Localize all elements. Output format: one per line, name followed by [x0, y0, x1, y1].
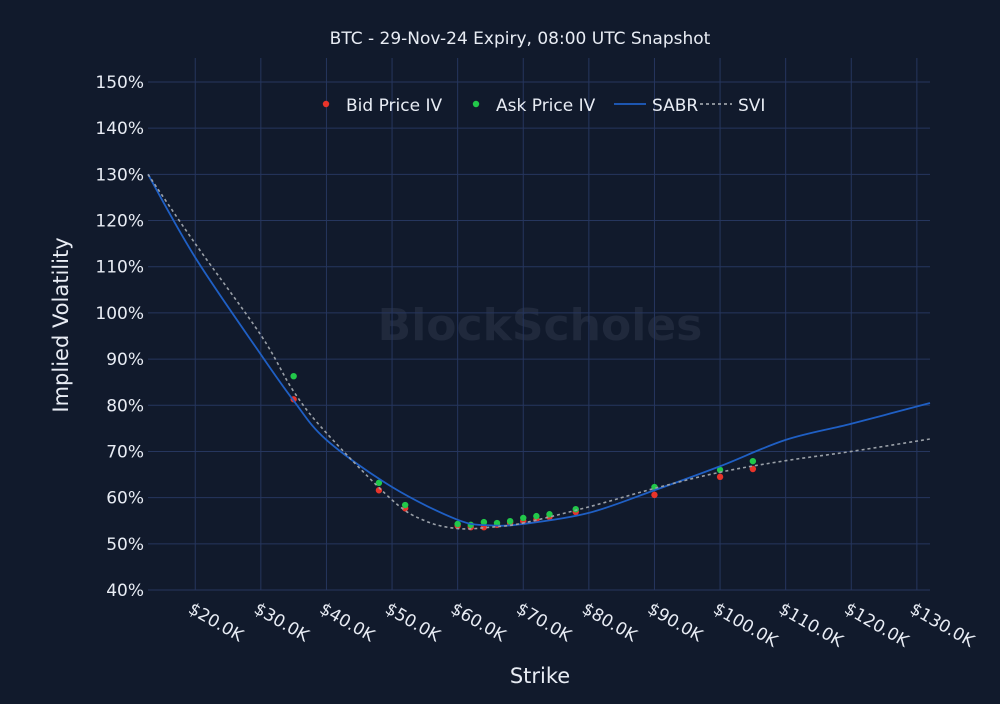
chart-title: BTC - 29-Nov-24 Expiry, 08:00 UTC Snapsh… [330, 29, 711, 49]
x-axis-label: Strike [510, 664, 570, 688]
y-axis-label: Implied Volatility [49, 237, 73, 412]
y-tick-label: 60% [106, 489, 144, 509]
data-point-ask-price-iv [572, 505, 579, 513]
y-tick-label: 140% [95, 119, 144, 139]
legend-label: SABR [652, 96, 698, 116]
data-point-bid-price-iv [651, 491, 658, 499]
data-point-bid-price-iv [716, 473, 724, 481]
legend: Bid Price IV Ask Price IV SABR SVI [322, 96, 765, 116]
data-point-ask-price-iv [533, 512, 540, 520]
data-point-bid-price-iv [749, 465, 757, 473]
legend-label: Ask Price IV [496, 96, 596, 116]
data-point-ask-price-iv [401, 501, 409, 509]
data-point-ask-price-iv [454, 520, 461, 528]
y-tick-label: 150% [95, 73, 144, 93]
data-point-ask-price-iv [493, 519, 501, 527]
y-tick-label: 50% [106, 535, 144, 555]
data-point-ask-price-iv [520, 514, 527, 522]
grid [148, 58, 930, 591]
y-tick-label: 40% [106, 581, 144, 601]
y-tick-label: 90% [106, 350, 144, 370]
y-tick-label: 70% [106, 442, 144, 462]
y-tick-label: 80% [106, 396, 144, 416]
legend-label: SVI [738, 96, 765, 116]
data-point-ask-price-iv [749, 457, 757, 465]
data-point-ask-price-iv [375, 479, 383, 487]
series-layer [147, 173, 931, 531]
line-sabr [147, 173, 931, 527]
legend-marker [472, 100, 480, 108]
data-point-ask-price-iv [480, 518, 488, 526]
y-tick-label: 110% [95, 258, 144, 278]
legend-marker [322, 100, 330, 108]
data-point-ask-price-iv [290, 372, 297, 380]
y-tick-label: 130% [95, 165, 144, 185]
y-tick-label: 120% [95, 212, 144, 232]
watermark: BlockScholes [378, 300, 703, 351]
y-tick-label: 100% [95, 304, 144, 324]
line-svi [147, 173, 931, 530]
data-point-ask-price-iv [506, 517, 514, 525]
legend-label: Bid Price IV [346, 96, 442, 116]
y-axis-ticks: 40% 50% 60% 70% 80% 90% 100% 110% 120% 130% 140% 15… [95, 73, 144, 601]
